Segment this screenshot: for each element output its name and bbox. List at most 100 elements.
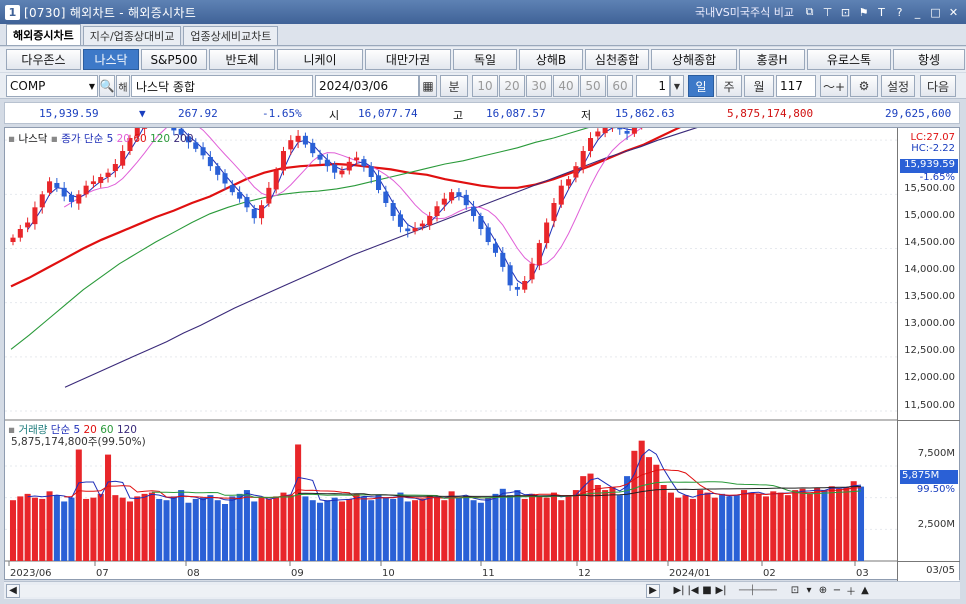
date-input[interactable]: 2024/03/06	[315, 75, 419, 97]
link-icon[interactable]: ⧉	[805, 5, 814, 18]
settings-button[interactable]: 설정	[881, 75, 915, 97]
minute-option-40[interactable]: 40	[553, 75, 579, 97]
pin-icon[interactable]: ⊤	[822, 5, 833, 19]
minute-option-50[interactable]: 50	[580, 75, 606, 97]
search-icon[interactable]: 🔍	[99, 75, 115, 97]
candle-body	[383, 191, 389, 204]
index-button-eurostoxx[interactable]: 유로스톡	[807, 49, 891, 70]
chart-canvas[interactable]: 2023/06 07 08 09 10 11 12 2024/01 02 03	[5, 128, 897, 581]
window-titlebar: 1 [0730] 해외차트 - 해외증시차트 국내VS미국주식 비교 ⧉ ⊤ ⊡…	[0, 0, 966, 24]
zoom-out-icon[interactable]: −	[832, 585, 842, 596]
volume-bar	[338, 501, 345, 561]
ma120-line	[10, 128, 589, 350]
calendar-icon[interactable]: ▦	[419, 75, 437, 97]
unit-input[interactable]: 1	[636, 75, 670, 97]
expand-icon[interactable]: ▲	[861, 585, 869, 596]
candle-body	[558, 185, 564, 205]
index-button-hang-seng[interactable]: 항셍	[893, 49, 965, 70]
candle-body	[193, 142, 199, 149]
scroll-right-icon[interactable]: ▶	[646, 583, 660, 598]
price-legend-ma120: 120	[150, 133, 171, 145]
candle-body	[32, 207, 38, 225]
reset-zoom-icon[interactable]: ⊡	[790, 585, 800, 596]
minimize-icon[interactable]: _	[914, 5, 921, 19]
period-day-button[interactable]: 일	[688, 75, 714, 97]
maximize-icon[interactable]: □	[930, 5, 941, 19]
tab-sector-compare[interactable]: 업종상세비교차트	[183, 26, 279, 45]
price-change: 267.92	[178, 107, 218, 120]
copy-window-icon[interactable]: ⊡	[840, 5, 851, 19]
minute-option-10[interactable]: 10	[472, 75, 498, 97]
symbol-field[interactable]: COMP ▼	[6, 75, 98, 97]
scroll-left-icon[interactable]: ◀	[6, 583, 20, 598]
index-button-nikkei[interactable]: 니케이	[277, 49, 363, 70]
volume-bar	[616, 495, 623, 561]
volume-bar	[455, 497, 462, 561]
period-month-button[interactable]: 월	[744, 75, 774, 97]
index-button-shanghai-b[interactable]: 상해B	[519, 49, 583, 70]
tab-overseas-chart[interactable]: 해외증시차트	[6, 24, 81, 45]
minute-option-60[interactable]: 60	[607, 75, 633, 97]
index-button-shanghai[interactable]: 상해종합	[651, 49, 737, 70]
volume-bar	[236, 493, 243, 561]
index-button-germany[interactable]: 독일	[453, 49, 517, 70]
candle-body	[544, 222, 550, 244]
index-button-nasdaq[interactable]: 나스닥	[83, 49, 139, 70]
font-size-icon[interactable]: T	[878, 5, 885, 19]
volume-bar	[492, 493, 499, 561]
index-button-taiwan[interactable]: 대만가권	[365, 49, 451, 70]
candle-body	[112, 164, 118, 172]
date-label: 09	[291, 568, 304, 579]
bookmark-icon[interactable]: ⚑	[858, 5, 869, 19]
next-button[interactable]: 다음	[920, 75, 956, 97]
chart-toolbar: COMP ▼ 🔍 해 나스닥 종합 2024/03/06 ▦ 분 10 20 3…	[0, 73, 966, 99]
minute-option-30[interactable]: 30	[526, 75, 552, 97]
unit-dropdown-icon[interactable]: ▼	[670, 75, 684, 97]
display-dropdown-icon[interactable]: ▾	[806, 585, 812, 596]
minute-period-button[interactable]: 분	[440, 75, 468, 97]
candle-body	[76, 194, 82, 204]
close-icon[interactable]: ✕	[948, 5, 959, 19]
candle-body	[222, 173, 228, 184]
zoom-in-icon[interactable]: ＋	[846, 587, 856, 598]
nav-prev-icon[interactable]: |◀	[687, 585, 699, 596]
symbol-dropdown-icon[interactable]: ▼	[88, 81, 95, 91]
volume-bar	[470, 500, 477, 561]
chart-area[interactable]: 2023/06 07 08 09 10 11 12 2024/01 02 03 ▪ 나스닥 ▪ 종…	[4, 127, 960, 581]
candle-body	[83, 185, 89, 195]
volume-bar	[360, 496, 367, 561]
compare-hint-link[interactable]: 국내VS미국주식 비교	[695, 6, 794, 19]
volume-bar	[185, 502, 192, 561]
count-input[interactable]: 117	[776, 75, 816, 97]
index-button-shenzhen[interactable]: 심천종합	[585, 49, 649, 70]
index-button-dow[interactable]: 다우존스	[6, 49, 81, 70]
nav-next-icon[interactable]: ▶|	[715, 585, 727, 596]
overseas-toggle-button[interactable]: 해	[116, 75, 130, 97]
minute-option-20[interactable]: 20	[499, 75, 525, 97]
ma20-line	[63, 128, 643, 267]
zoom-slider[interactable]: ──┼────	[739, 585, 777, 596]
candle-body	[624, 130, 630, 134]
nav-stop-icon[interactable]: ■	[702, 585, 712, 596]
volume-ma120-line	[298, 485, 862, 497]
candle-body	[332, 164, 338, 173]
high-price: 16,087.57	[486, 107, 546, 120]
indicator-add-icon[interactable]: 〜+	[820, 75, 848, 97]
index-button-sp500[interactable]: S&P500	[141, 49, 207, 70]
help-icon[interactable]: ?	[896, 5, 903, 19]
scroll-track[interactable]	[20, 584, 646, 597]
candle-body	[244, 197, 250, 208]
volume-bar	[412, 500, 419, 561]
period-week-button[interactable]: 주	[716, 75, 742, 97]
volume-legend-ma20: 20	[83, 424, 97, 436]
candle-body	[215, 166, 221, 175]
gear-icon[interactable]: ⚙	[850, 75, 878, 97]
price-change-pct: -1.65%	[262, 107, 302, 120]
nav-first-icon[interactable]: ▶|	[673, 585, 685, 596]
zoom-in-view-icon[interactable]: ⊕	[818, 585, 828, 596]
volume-bar	[514, 490, 521, 561]
tab-index-compare[interactable]: 지수/업종상대비교	[82, 26, 182, 45]
index-button-hang-seng-h[interactable]: 홍콩H	[739, 49, 805, 70]
index-button-semiconductor[interactable]: 반도체	[209, 49, 275, 70]
volume-bar	[645, 457, 653, 561]
